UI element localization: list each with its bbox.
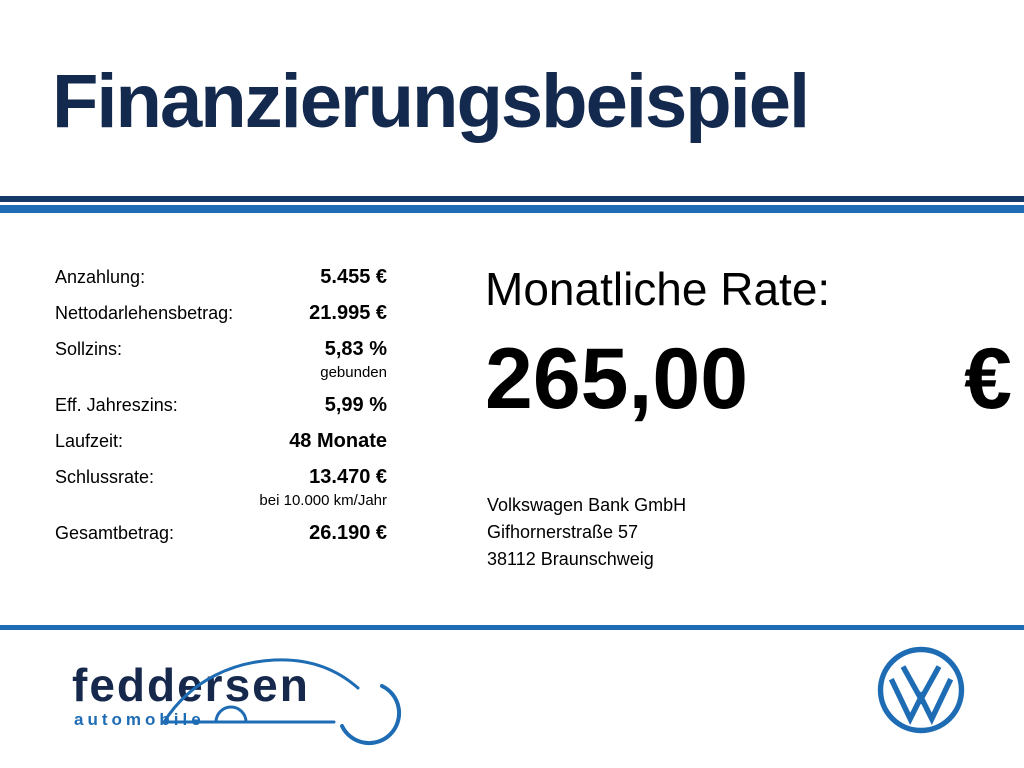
- page-title: Finanzierungsbeispiel: [52, 59, 810, 144]
- dealer-logo: feddersen automobile: [72, 652, 412, 752]
- finance-label: Sollzins:: [55, 339, 123, 359]
- finance-label: Gesamtbetrag:: [55, 523, 175, 543]
- divider-line-dark: [0, 196, 1024, 202]
- header-divider: [0, 196, 1024, 213]
- footer-divider: [0, 625, 1024, 630]
- finance-details: Anzahlung: 5.455 € Nettodarlehensbetrag:…: [55, 266, 387, 558]
- finance-value: 21.995 €: [309, 302, 387, 324]
- finance-value: 5,99 %: [324, 394, 387, 416]
- dealer-subtitle: automobile: [74, 710, 205, 729]
- bank-city: 38112 Braunschweig: [487, 549, 654, 569]
- monthly-rate-heading: Monatliche Rate:: [485, 263, 831, 315]
- finance-row-anzahlung: Anzahlung: 5.455 €: [55, 266, 387, 289]
- finance-note-km-jahr: bei 10.000 km/Jahr: [259, 492, 387, 509]
- finance-row-schlussrate: Schlussrate: 13.470 €: [55, 466, 387, 489]
- finance-label: Eff. Jahreszins:: [55, 395, 178, 415]
- rate-amount-currency: €: [964, 331, 1012, 427]
- finance-row-laufzeit: Laufzeit: 48 Monate: [55, 430, 387, 453]
- finance-value: 13.470 €: [309, 466, 387, 488]
- finance-value: 48 Monate: [289, 430, 387, 452]
- finance-row-gesamtbetrag: Gesamtbetrag: 26.190 €: [55, 522, 387, 545]
- finance-label: Schlussrate:: [55, 467, 155, 487]
- bank-address: Volkswagen Bank GmbH Gifhornerstraße 57 …: [487, 492, 686, 573]
- bank-name: Volkswagen Bank GmbH: [487, 495, 687, 515]
- vw-roundel-icon: [877, 646, 965, 734]
- finance-label: Laufzeit:: [55, 431, 124, 451]
- finance-value: 26.190 €: [309, 522, 387, 544]
- finance-label: Nettodarlehensbetrag:: [55, 303, 234, 323]
- finance-row-nettodarlehensbetrag: Nettodarlehensbetrag: 21.995 €: [55, 302, 387, 325]
- finance-value: 5.455 €: [320, 266, 387, 288]
- divider-gap: [0, 202, 1024, 205]
- finance-row-eff-jahreszins: Eff. Jahreszins: 5,99 %: [55, 394, 387, 417]
- divider-line-blue: [0, 205, 1024, 213]
- bank-street: Gifhornerstraße 57: [487, 522, 639, 542]
- finance-label: Anzahlung:: [55, 267, 146, 287]
- finance-note-gebunden: gebunden: [320, 364, 387, 381]
- dealer-name: feddersen: [72, 659, 310, 711]
- finance-row-sollzins: Sollzins: 5,83 %: [55, 338, 387, 361]
- rate-amount-number: 265,00: [485, 331, 749, 427]
- monthly-rate-amount: 265,00 €: [485, 332, 1012, 427]
- finance-value: 5,83 %: [324, 338, 387, 360]
